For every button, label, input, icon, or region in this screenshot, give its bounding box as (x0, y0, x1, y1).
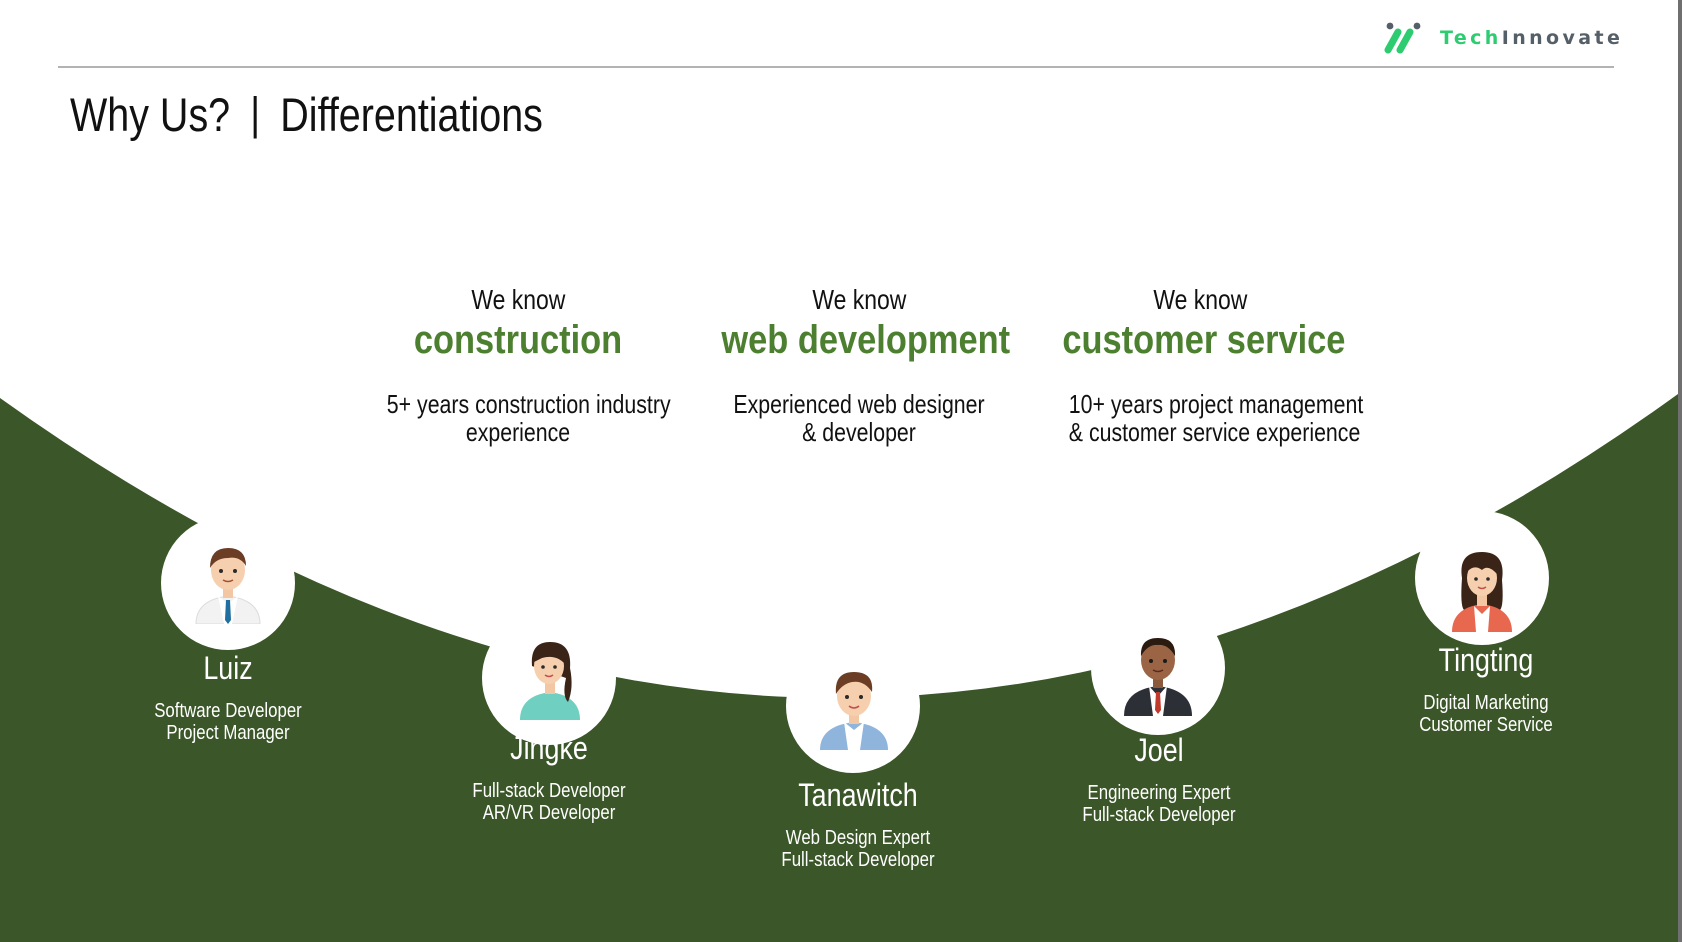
member-role: Full-stack Developer (781, 849, 935, 871)
knowledge-prefix: We know (1152, 284, 1247, 315)
knowledge-column: We know construction 5+ years constructi… (358, 282, 678, 446)
woman-teal-top-icon (520, 642, 580, 720)
knowledge-desc-line: & developer (802, 417, 916, 447)
green-wave-shape (0, 394, 1678, 942)
member-role: Full-stack Developer (472, 780, 626, 802)
page-title: Why Us? | Differentiations (70, 84, 543, 144)
member-role: Engineering Expert (1087, 782, 1231, 804)
knowledge-column: We know web development Experienced web … (699, 282, 1019, 446)
member-role: Digital Marketing (1423, 692, 1549, 714)
knowledge-desc-line: 5+ years construction industry (386, 389, 671, 419)
knowledge-prefix: We know (811, 284, 906, 315)
member-role: Full-stack Developer (1082, 804, 1236, 826)
man-blue-jacket-icon (820, 672, 888, 750)
knowledge-description: 10+ years project management & customer … (1068, 389, 1364, 447)
knowledge-topic: construction (413, 318, 623, 362)
knowledge-desc-line: experience (465, 417, 571, 447)
knowledge-prefix: We know (470, 284, 565, 315)
member-roles: Engineering Expert Full-stack Developer (1033, 782, 1285, 826)
member-name: Tanawitch (798, 777, 918, 813)
man-suit-icon (1124, 638, 1192, 716)
member-roles: Web Design Expert Full-stack Developer (732, 827, 984, 871)
woman-red-jacket-icon (1452, 552, 1512, 632)
knowledge-desc-line: & customer service experience (1068, 417, 1361, 447)
man-white-shirt-icon (195, 548, 261, 624)
knowledge-description: Experienced web designer & developer (728, 390, 990, 446)
member-name: Joel (1134, 732, 1184, 768)
team-member-luiz: Luiz Software Developer Project Manager (78, 648, 378, 744)
knowledge-column: We know customer service 10+ years proje… (1040, 282, 1364, 447)
member-name: Luiz (203, 650, 253, 686)
member-role: Web Design Expert (785, 827, 931, 849)
member-role: Software Developer (154, 700, 302, 722)
member-role: Customer Service (1419, 714, 1553, 736)
member-roles: Full-stack Developer AR/VR Developer (423, 780, 675, 824)
logo-mark-icon (1384, 22, 1421, 54)
title-separator: | (250, 88, 261, 139)
title-subtitle: Differentiations (280, 87, 543, 141)
member-name: Tingting (1438, 642, 1534, 678)
knowledge-desc-line: Experienced web designer (733, 389, 985, 419)
member-roles: Software Developer Project Manager (102, 700, 354, 744)
title-main: Why Us? (70, 87, 231, 141)
slide-right-edge (1678, 0, 1682, 942)
member-role: AR/VR Developer (482, 802, 616, 824)
knowledge-topic: customer service (1062, 318, 1346, 362)
brand-name-part2: Innovate (1501, 27, 1624, 49)
brand-logo: TechInnovate (1380, 20, 1623, 56)
team-member-jingke: Jingke Full-stack Developer AR/VR Develo… (399, 728, 699, 824)
team-member-joel: Joel Engineering Expert Full-stack Devel… (1009, 730, 1309, 826)
knowledge-topic: web development (721, 318, 1011, 362)
knowledge-description: 5+ years construction industry experienc… (386, 389, 671, 447)
member-name: Jingke (510, 730, 588, 766)
header-divider (58, 66, 1614, 68)
member-roles: Digital Marketing Customer Service (1360, 692, 1612, 736)
brand-name-part1: Tech (1440, 27, 1502, 49)
team-member-tanawitch: Tanawitch Web Design Expert Full-stack D… (708, 775, 1008, 871)
knowledge-desc-line: 10+ years project management (1068, 389, 1364, 419)
team-member-tingting: Tingting Digital Marketing Customer Serv… (1336, 640, 1636, 736)
member-role: Project Manager (166, 722, 290, 744)
brand-name: TechInnovate (1440, 27, 1623, 49)
